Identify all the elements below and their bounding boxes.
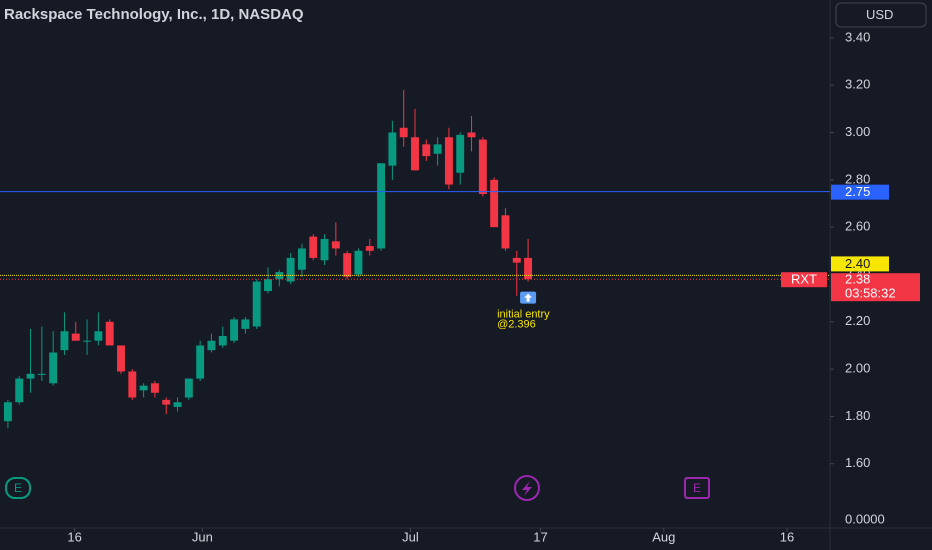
y-tick-label: 3.40 (845, 29, 870, 44)
candle-body (264, 279, 272, 292)
candle-body (184, 378, 193, 398)
annotation-arrow (524, 293, 533, 302)
annotation-text: initial entry (497, 308, 550, 320)
y-tick-label: 1.80 (845, 408, 870, 423)
candle-body (94, 331, 103, 341)
y-tick-label: 2.80 (845, 171, 870, 186)
symbol-tag: RXT (791, 272, 817, 287)
candle-body (512, 257, 521, 263)
candle-body (275, 272, 284, 280)
last-price-label: 2.38 (845, 272, 870, 287)
lightning-glyph (522, 481, 532, 496)
annotation-subtext: @2.396 (497, 318, 536, 330)
candle-body (478, 139, 487, 195)
candle-body (37, 373, 46, 375)
candle-body (377, 163, 386, 249)
indicator-axis-label: 0.0000 (845, 511, 885, 526)
candle-body (467, 132, 476, 138)
candle-body (501, 215, 510, 249)
candle-body (71, 333, 80, 341)
currency-button[interactable] (835, 2, 927, 28)
candle-body (343, 253, 352, 277)
candle-body (49, 352, 58, 384)
candle-body (60, 331, 69, 351)
candle-body (162, 399, 171, 405)
x-tick-label: Aug (652, 529, 675, 544)
price-line-label-bg (831, 256, 889, 272)
candle-body (207, 340, 216, 351)
candle-body (241, 319, 250, 329)
candle-body (117, 345, 125, 372)
candle-body (128, 371, 137, 398)
candle-body (15, 378, 24, 403)
candle-body (83, 340, 92, 342)
candle-body (173, 402, 182, 407)
candle-body (388, 132, 397, 166)
candle-body (444, 137, 453, 185)
lightning-event[interactable] (514, 475, 540, 501)
x-tick-label: 17 (533, 529, 547, 544)
candle-body (490, 179, 499, 228)
price-line-label: 2.40 (845, 256, 870, 271)
candle-body (218, 335, 227, 346)
countdown-label: 03:58:32 (845, 286, 896, 301)
candle-body (331, 241, 340, 249)
y-tick-label: 2.60 (845, 219, 870, 234)
x-tick-label: 16 (67, 529, 81, 544)
symbol-tag-bg (781, 272, 827, 288)
last-price-label-bg (831, 273, 920, 302)
y-tick-label: 3.00 (845, 124, 870, 139)
candle-body (196, 345, 205, 379)
x-tick-label: Jun (192, 529, 213, 544)
candle-body (422, 144, 431, 157)
candle-body (150, 383, 159, 393)
y-tick-label: 2.00 (845, 361, 870, 376)
y-tick-label: 2.20 (845, 313, 870, 328)
candle-body (399, 127, 408, 138)
y-tick-label: 1.60 (845, 455, 870, 470)
candle-body (139, 385, 148, 391)
price-line-label-bg (831, 184, 889, 200)
event-label: E (693, 481, 701, 495)
y-tick-label: 3.20 (845, 77, 870, 92)
candle-body (309, 236, 318, 258)
candle-body (26, 373, 35, 379)
candle-body (433, 144, 442, 154)
candle-body (3, 402, 12, 422)
price-line-label: 2.75 (845, 184, 870, 199)
candle-body (365, 246, 374, 251)
candle-body (230, 319, 239, 341)
candle-body (297, 248, 306, 270)
event-icon[interactable] (5, 477, 31, 499)
candle-body (411, 137, 419, 171)
candle-body (252, 281, 261, 327)
x-tick-label: Jul (402, 529, 419, 544)
candle-body (456, 134, 465, 173)
x-tick-label: 16 (780, 529, 794, 544)
candle-body (286, 257, 295, 282)
event-label: E (14, 481, 22, 495)
event-icon[interactable] (684, 477, 710, 499)
currency-label[interactable]: USD (866, 7, 893, 22)
candle-body (354, 250, 363, 275)
candle-body (524, 257, 533, 280)
candle-body (105, 321, 114, 346)
candle-body (320, 238, 329, 261)
chart-title: Rackspace Technology, Inc., 1D, NASDAQ (4, 6, 304, 23)
